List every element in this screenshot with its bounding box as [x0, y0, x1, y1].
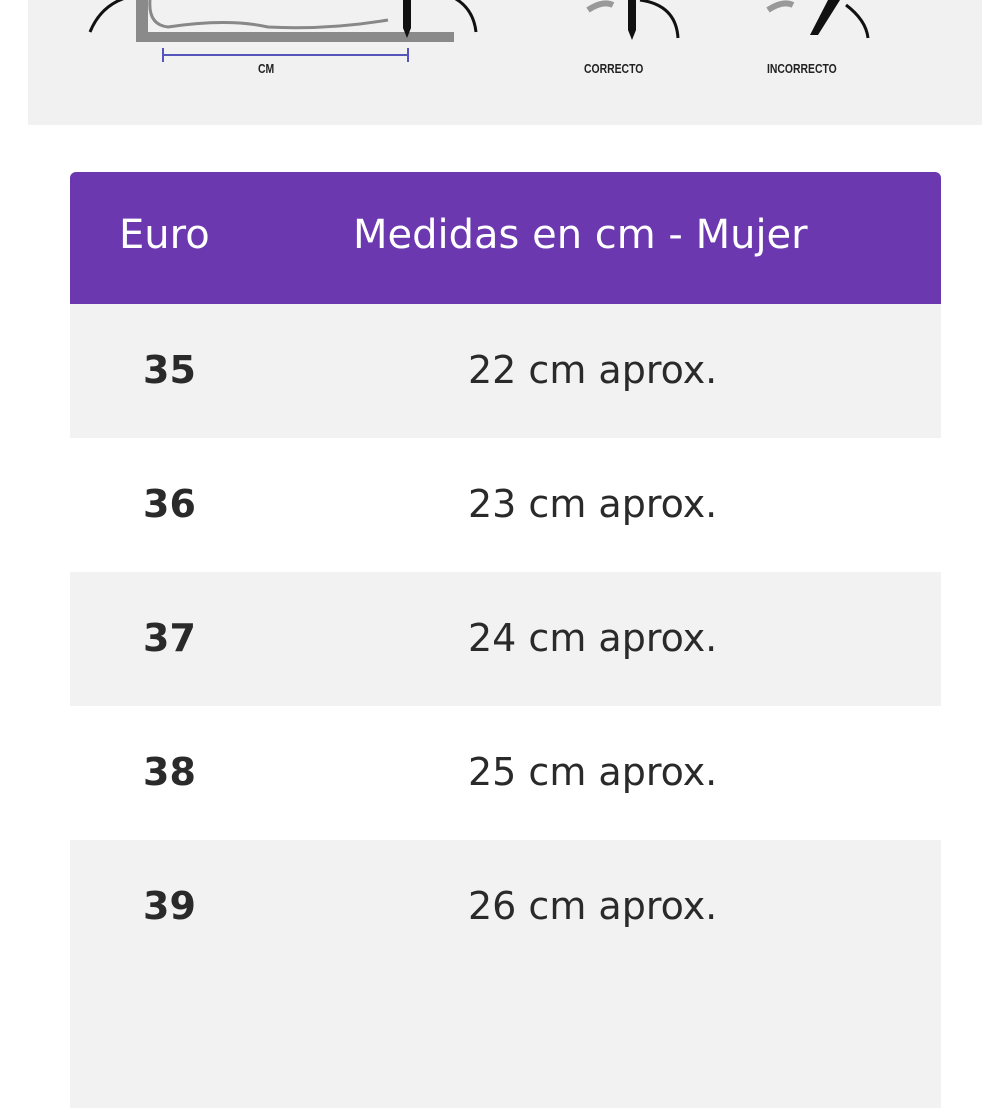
cm-measure: 24 cm aprox.	[468, 616, 718, 660]
table-row: 36 23 cm aprox.	[70, 438, 941, 572]
correct-label: CORRECTO	[584, 61, 644, 76]
measurement-guide: CM CORRECTO INCORRECTO	[28, 0, 982, 125]
table-row	[70, 974, 941, 1108]
foot-measure-illustration	[88, 0, 870, 62]
cm-label: CM	[258, 61, 275, 76]
incorrect-label: INCORRECTO	[767, 61, 837, 76]
euro-size: 36	[143, 482, 196, 526]
size-table: Euro Medidas en cm - Mujer 35 22 cm aprox…	[70, 172, 941, 1108]
euro-size: 37	[143, 616, 196, 660]
table-row: 37 24 cm aprox.	[70, 572, 941, 706]
table-row: 35 22 cm aprox.	[70, 304, 941, 438]
cm-measure: 26 cm aprox.	[468, 884, 718, 928]
euro-size: 38	[143, 750, 196, 794]
header-euro: Euro	[119, 212, 210, 258]
table-header: Euro Medidas en cm - Mujer	[70, 172, 941, 304]
table-row: 39 26 cm aprox.	[70, 840, 941, 974]
table-row: 38 25 cm aprox.	[70, 706, 941, 840]
cm-measure: 23 cm aprox.	[468, 482, 718, 526]
header-cm: Medidas en cm - Mujer	[353, 212, 808, 258]
cm-measure: 22 cm aprox.	[468, 348, 718, 392]
euro-size: 39	[143, 884, 196, 928]
cm-measure: 25 cm aprox.	[468, 750, 718, 794]
euro-size: 35	[143, 348, 196, 392]
